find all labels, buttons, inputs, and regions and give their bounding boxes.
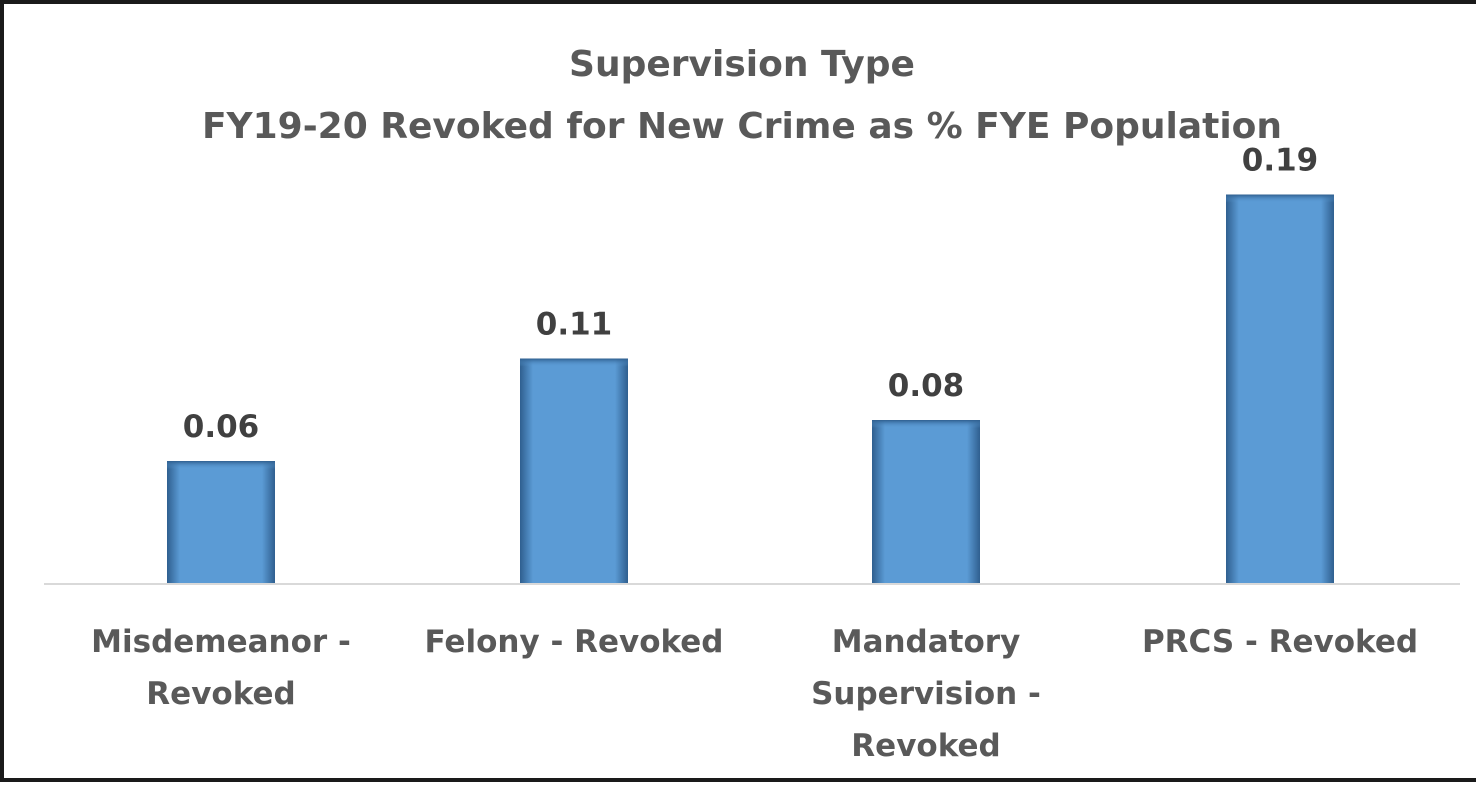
data-label-2: 0.11 xyxy=(536,307,613,343)
category-label-3-line-3: Revoked xyxy=(851,728,1000,764)
category-label-4-line-1: PRCS - Revoked xyxy=(1142,624,1418,660)
category-label-2-line-1: Felony - Revoked xyxy=(425,624,724,660)
bar-top-bevel-2 xyxy=(520,358,628,367)
bar-rect-2 xyxy=(520,358,628,584)
bar-rect-3 xyxy=(872,420,980,584)
bar-1 xyxy=(167,461,275,584)
category-label-2: Felony - Revoked xyxy=(425,624,724,660)
bar-2 xyxy=(520,358,628,584)
chart-title-line-2: FY19-20 Revoked for New Crime as % FYE P… xyxy=(202,106,1282,147)
bars xyxy=(167,194,1334,584)
data-label-3: 0.08 xyxy=(888,368,965,404)
category-labels: Misdemeanor - Revoked Felony - Revoked Mand… xyxy=(91,624,1418,764)
chart-title: Supervision Type FY19-20 Revoked for New … xyxy=(202,44,1282,147)
category-label-3-line-1: Mandatory xyxy=(832,624,1021,660)
category-label-1-line-2: Revoked xyxy=(146,676,295,712)
bar-rect-1 xyxy=(167,461,275,584)
bar-rect-4 xyxy=(1226,194,1334,584)
bar-top-bevel-1 xyxy=(167,461,275,469)
category-label-3: Mandatory Supervision - Revoked xyxy=(811,624,1041,764)
chart-title-line-1: Supervision Type xyxy=(569,44,915,85)
category-label-1-line-1: Misdemeanor - xyxy=(91,624,351,660)
category-label-4: PRCS - Revoked xyxy=(1142,624,1418,660)
data-label-4: 0.19 xyxy=(1242,143,1319,179)
data-labels: 0.06 0.11 0.08 0.19 xyxy=(183,143,1319,446)
data-label-1: 0.06 xyxy=(183,409,260,445)
category-label-1: Misdemeanor - Revoked xyxy=(91,624,351,712)
category-label-3-line-2: Supervision - xyxy=(811,676,1041,712)
bar-4 xyxy=(1226,194,1334,584)
bar-top-bevel-4 xyxy=(1226,194,1334,203)
bar-top-bevel-3 xyxy=(872,420,980,428)
bar-chart: Supervision Type FY19-20 Revoked for New … xyxy=(44,44,1460,764)
bar-3 xyxy=(872,420,980,584)
